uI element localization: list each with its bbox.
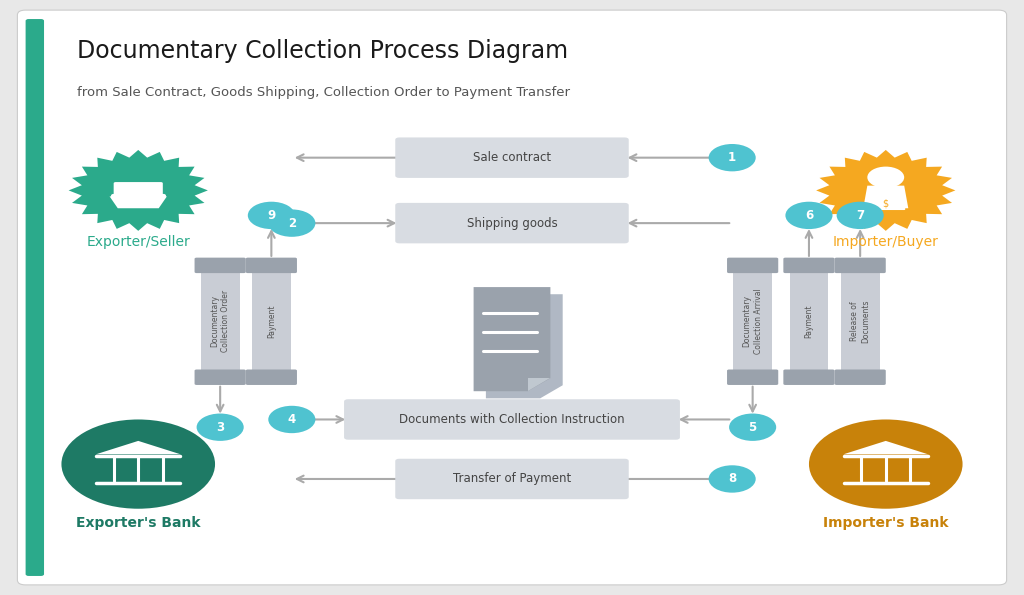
FancyBboxPatch shape xyxy=(395,459,629,499)
Text: Sale contract: Sale contract xyxy=(473,151,551,164)
Polygon shape xyxy=(528,378,551,392)
Text: 7: 7 xyxy=(856,209,864,222)
FancyBboxPatch shape xyxy=(395,137,629,178)
Text: $: $ xyxy=(883,199,889,208)
Text: 3: 3 xyxy=(216,421,224,434)
Text: from Sale Contract, Goods Shipping, Collection Order to Payment Transfer: from Sale Contract, Goods Shipping, Coll… xyxy=(77,86,569,99)
Polygon shape xyxy=(816,150,955,231)
Text: 1: 1 xyxy=(728,151,736,164)
Polygon shape xyxy=(96,441,180,455)
Text: 9: 9 xyxy=(267,209,275,222)
Text: Release of
Documents: Release of Documents xyxy=(850,299,870,343)
Text: Payment: Payment xyxy=(805,305,813,338)
Polygon shape xyxy=(473,287,551,392)
Circle shape xyxy=(709,465,756,493)
Circle shape xyxy=(729,414,776,441)
FancyBboxPatch shape xyxy=(783,258,835,273)
Polygon shape xyxy=(69,150,208,231)
Circle shape xyxy=(268,406,315,433)
Text: Transfer of Payment: Transfer of Payment xyxy=(453,472,571,486)
FancyBboxPatch shape xyxy=(835,369,886,385)
Polygon shape xyxy=(844,441,928,455)
FancyBboxPatch shape xyxy=(344,399,680,440)
FancyBboxPatch shape xyxy=(114,182,163,198)
Text: 5: 5 xyxy=(749,421,757,434)
FancyBboxPatch shape xyxy=(201,272,240,371)
Text: Documentary Collection Process Diagram: Documentary Collection Process Diagram xyxy=(77,39,568,62)
Circle shape xyxy=(61,419,215,509)
Circle shape xyxy=(809,419,963,509)
FancyBboxPatch shape xyxy=(783,369,835,385)
Text: Exporter/Seller: Exporter/Seller xyxy=(86,235,190,249)
Circle shape xyxy=(248,202,295,229)
FancyBboxPatch shape xyxy=(195,258,246,273)
Text: 8: 8 xyxy=(728,472,736,486)
FancyBboxPatch shape xyxy=(866,198,905,210)
FancyBboxPatch shape xyxy=(727,258,778,273)
Circle shape xyxy=(197,414,244,441)
Text: Importer's Bank: Importer's Bank xyxy=(823,516,948,531)
Text: 2: 2 xyxy=(288,217,296,230)
Circle shape xyxy=(268,209,315,237)
Text: Payment: Payment xyxy=(267,305,275,338)
FancyBboxPatch shape xyxy=(790,272,828,371)
FancyBboxPatch shape xyxy=(246,369,297,385)
Text: Documentary
Collection Arrival: Documentary Collection Arrival xyxy=(742,289,763,354)
Text: Shipping goods: Shipping goods xyxy=(467,217,557,230)
FancyBboxPatch shape xyxy=(395,203,629,243)
FancyBboxPatch shape xyxy=(835,258,886,273)
Polygon shape xyxy=(110,196,167,208)
FancyBboxPatch shape xyxy=(252,272,291,371)
Text: Exporter's Bank: Exporter's Bank xyxy=(76,516,201,531)
Text: 6: 6 xyxy=(805,209,813,222)
FancyBboxPatch shape xyxy=(733,272,772,371)
Polygon shape xyxy=(863,186,908,208)
FancyBboxPatch shape xyxy=(727,369,778,385)
FancyBboxPatch shape xyxy=(26,19,44,576)
Circle shape xyxy=(709,144,756,171)
Text: Importer/Buyer: Importer/Buyer xyxy=(833,235,939,249)
Text: 4: 4 xyxy=(288,413,296,426)
FancyBboxPatch shape xyxy=(246,258,297,273)
Text: Documents with Collection Instruction: Documents with Collection Instruction xyxy=(399,413,625,426)
FancyBboxPatch shape xyxy=(195,369,246,385)
Circle shape xyxy=(867,167,904,188)
Polygon shape xyxy=(486,295,563,399)
Circle shape xyxy=(837,202,884,229)
Text: Documentary
Collection Order: Documentary Collection Order xyxy=(210,290,230,352)
Circle shape xyxy=(785,202,833,229)
FancyBboxPatch shape xyxy=(841,272,880,371)
